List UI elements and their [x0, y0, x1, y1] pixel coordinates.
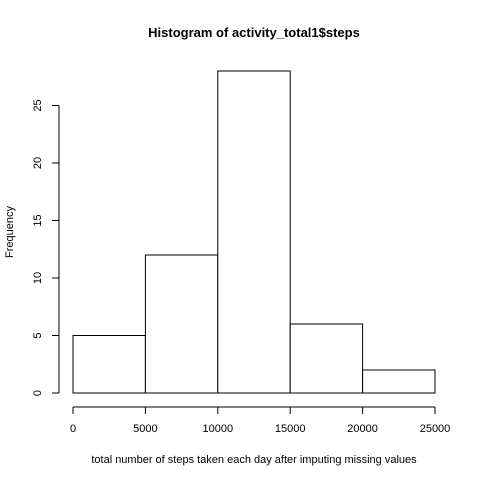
histogram-bar-0 — [72, 335, 146, 394]
histogram-bar-1 — [144, 254, 219, 394]
y-axis-label: Frequency — [4, 206, 16, 258]
chart-title: Histogram of activity_total1$steps — [148, 25, 360, 40]
histogram-bar-2 — [217, 70, 291, 394]
y-tick-label: 5 — [32, 332, 44, 338]
y-axis: 0 5 10 15 20 25 — [32, 99, 60, 396]
y-tick-label: 15 — [32, 214, 44, 226]
histogram-bar-3 — [289, 323, 364, 394]
y-tick-label: 10 — [32, 272, 44, 284]
y-tick-label: 20 — [32, 157, 44, 169]
bars-group — [72, 70, 436, 394]
x-axis: 0 5000 10000 15000 20000 25000 — [70, 406, 451, 435]
x-tick-label: 20000 — [347, 423, 378, 435]
y-tick-label: 25 — [32, 99, 44, 111]
x-axis-label: total number of steps taken each day aft… — [91, 454, 417, 466]
x-tick-label: 25000 — [420, 423, 451, 435]
x-tick-label: 10000 — [203, 423, 234, 435]
histogram-bar-4 — [362, 369, 436, 394]
x-tick-label: 15000 — [275, 423, 306, 435]
y-tick-label: 0 — [32, 390, 44, 396]
x-tick-label: 5000 — [133, 423, 157, 435]
x-tick-label: 0 — [70, 423, 76, 435]
